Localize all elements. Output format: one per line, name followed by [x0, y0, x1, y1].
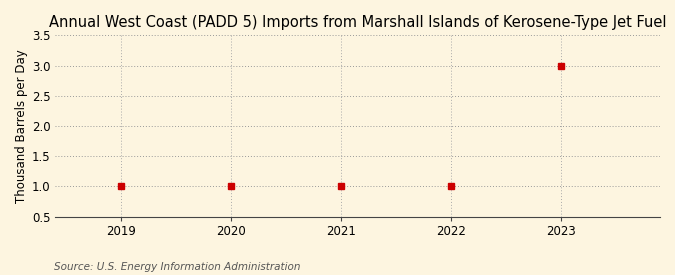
Title: Annual West Coast (PADD 5) Imports from Marshall Islands of Kerosene-Type Jet Fu: Annual West Coast (PADD 5) Imports from … — [49, 15, 666, 30]
Text: Source: U.S. Energy Information Administration: Source: U.S. Energy Information Administ… — [54, 262, 300, 272]
Y-axis label: Thousand Barrels per Day: Thousand Barrels per Day — [15, 49, 28, 203]
